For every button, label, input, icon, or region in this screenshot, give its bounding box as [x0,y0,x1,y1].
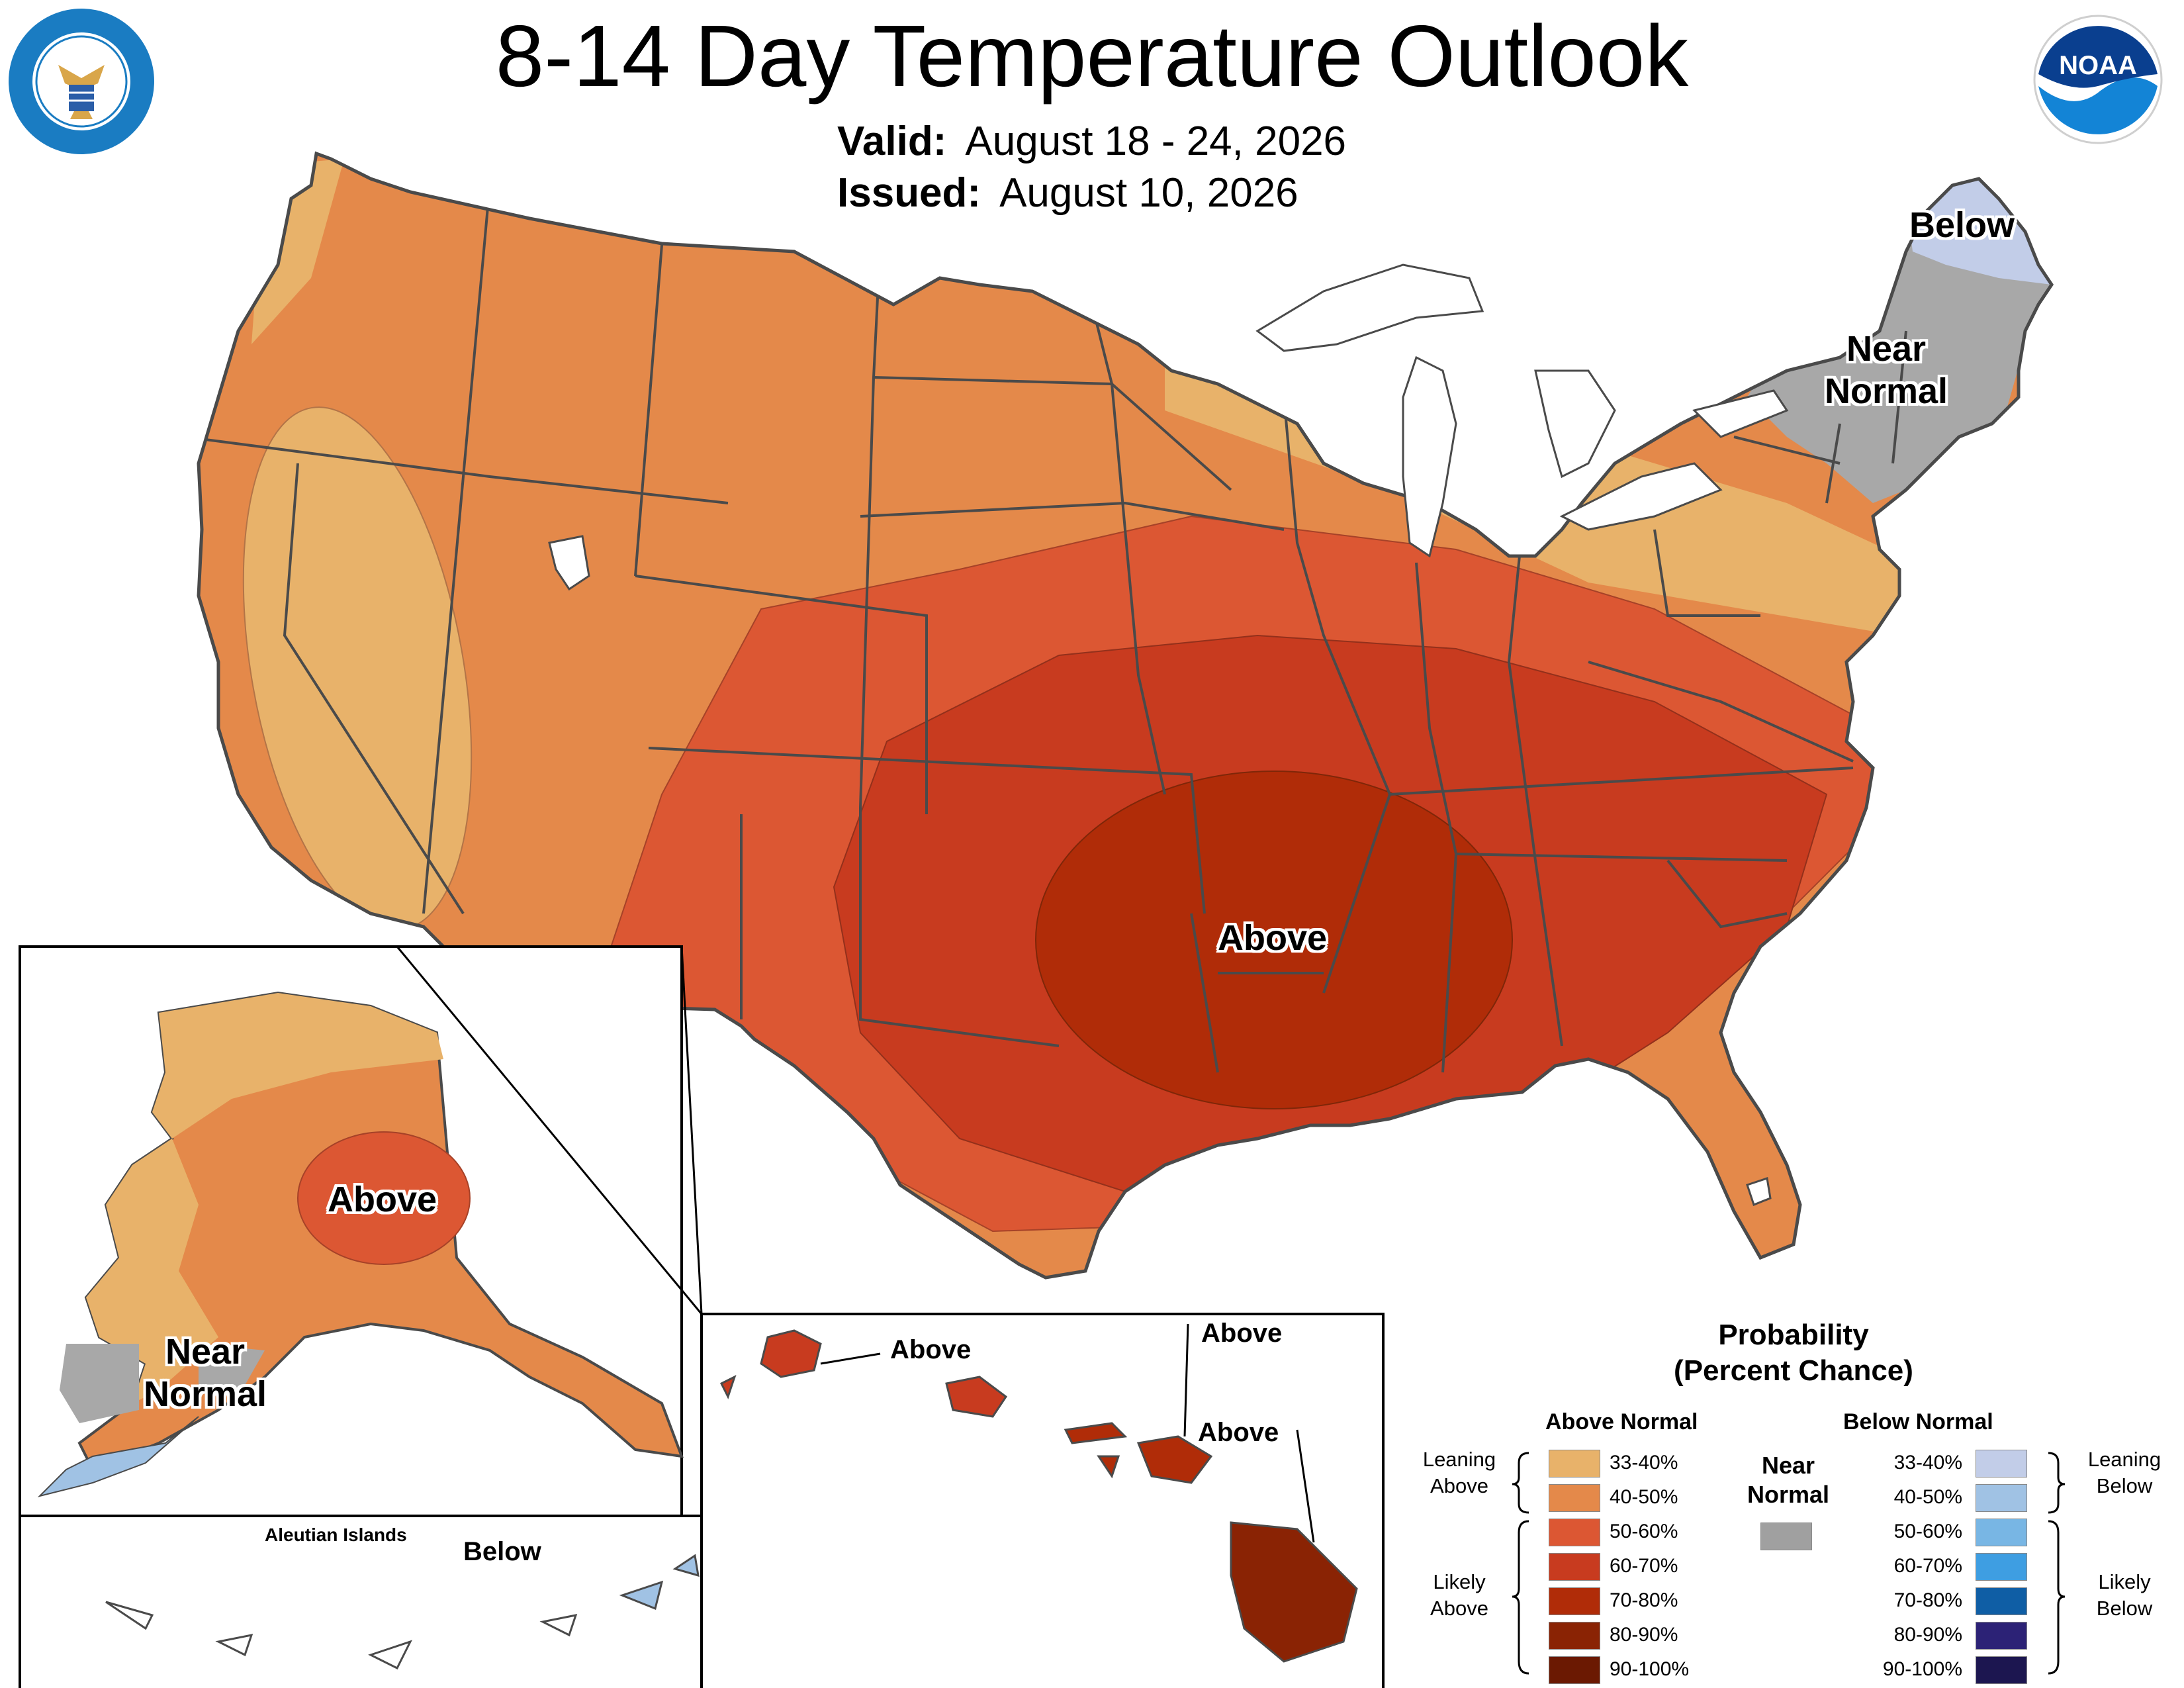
legend-below-bin-label: 80-90% [1893,1624,1962,1646]
hawaii-kauai-above-label: Above [890,1335,972,1364]
legend-below-bin-label: 70-80% [1893,1589,1962,1611]
legend-leaning-below: Leaning Below [2087,1448,2161,1497]
valid-value: August 18 - 24, 2026 [965,118,1347,164]
legend-above-bin-label: 80-90% [1610,1624,1678,1646]
issued-label: Issued: [837,170,981,216]
issued-value: August 10, 2026 [999,170,1298,216]
legend-below-bin-label: 33-40% [1893,1452,1962,1474]
legend-below-bin-swatch [1976,1553,2027,1581]
legend-below-bin-swatch [1976,1622,2027,1650]
legend-below-bin-label: 40-50% [1893,1486,1962,1508]
hawaii-oahu-above-label: Above [1201,1319,1283,1348]
legend-below-bin-label: 50-60% [1893,1521,1962,1542]
legend-below-bin-swatch [1976,1656,2027,1684]
legend-title-line1: Probability [1718,1319,1869,1351]
legend-below-header: Below Normal [1843,1409,1993,1434]
conus-near-normal-label: Near Normal [1824,329,1948,411]
legend-above-header: Above Normal [1545,1409,1698,1434]
legend-likely-above: Likely Above [1430,1570,1488,1620]
legend-above-bin-label: 90-100% [1610,1658,1690,1680]
legend-above-bin-swatch [1549,1553,1600,1581]
hawaii-maui-above-label: Above [1198,1418,1279,1447]
legend-below-bin-label: 90-100% [1882,1658,1962,1680]
conus-above-label: Above [1218,918,1328,958]
alaska-near-normal-label: Near Normal [143,1332,267,1414]
legend-above-bin-label: 70-80% [1610,1589,1678,1611]
aleutian-below-label: Below [463,1537,541,1566]
valid-line: Valid: August 18 - 24, 2026 [837,118,1346,165]
svg-text:NOAA: NOAA [2059,51,2137,80]
alaska-above-label: Above [328,1180,437,1219]
legend-below-bin-swatch [1976,1450,2027,1477]
great-lakes [548,263,1789,1206]
legend-below-bin-swatch [1976,1587,2027,1615]
legend-title: Probability (Percent Chance) [1403,1317,2184,1389]
legend-above-bin-swatch [1549,1587,1600,1615]
legend-title-line2: (Percent Chance) [1674,1354,1913,1387]
noaa-logo-icon: NOAA [2033,15,2163,144]
legend-near-normal-swatch [1760,1523,1812,1550]
legend-above-brackets [1512,1452,1529,1675]
legend-above-bin-swatch [1549,1656,1600,1684]
department-of-commerce-seal-icon [9,9,154,154]
legend-below-brackets [2048,1452,2066,1675]
legend-leaning-above: Leaning Above [1422,1448,1496,1497]
valid-label: Valid: [837,118,947,164]
legend-below-bin-swatch [1976,1519,2027,1546]
conus-below-label: Below [1909,205,2015,245]
legend-above-bin-swatch [1549,1450,1600,1477]
aleutian-islands-title: Aleutian Islands [265,1524,407,1545]
issued-line: Issued: August 10, 2026 [837,169,1298,217]
legend-likely-below: Likely Below [2096,1570,2153,1620]
page-title: 8-14 Day Temperature Outlook [495,7,1689,105]
legend-above-bin-swatch [1549,1622,1600,1650]
legend-above-bin-label: 60-70% [1610,1555,1678,1577]
legend-above-bin-swatch [1549,1484,1600,1512]
legend-below-bin-label: 60-70% [1893,1555,1962,1577]
legend-near-normal-label: Near Normal [1747,1452,1830,1508]
legend-above-bin-label: 40-50% [1610,1486,1678,1508]
legend-below-bin-swatch [1976,1484,2027,1512]
legend-above-bin-swatch [1549,1519,1600,1546]
legend-above-bin-label: 50-60% [1610,1521,1678,1542]
legend-above-bin-label: 33-40% [1610,1452,1678,1474]
